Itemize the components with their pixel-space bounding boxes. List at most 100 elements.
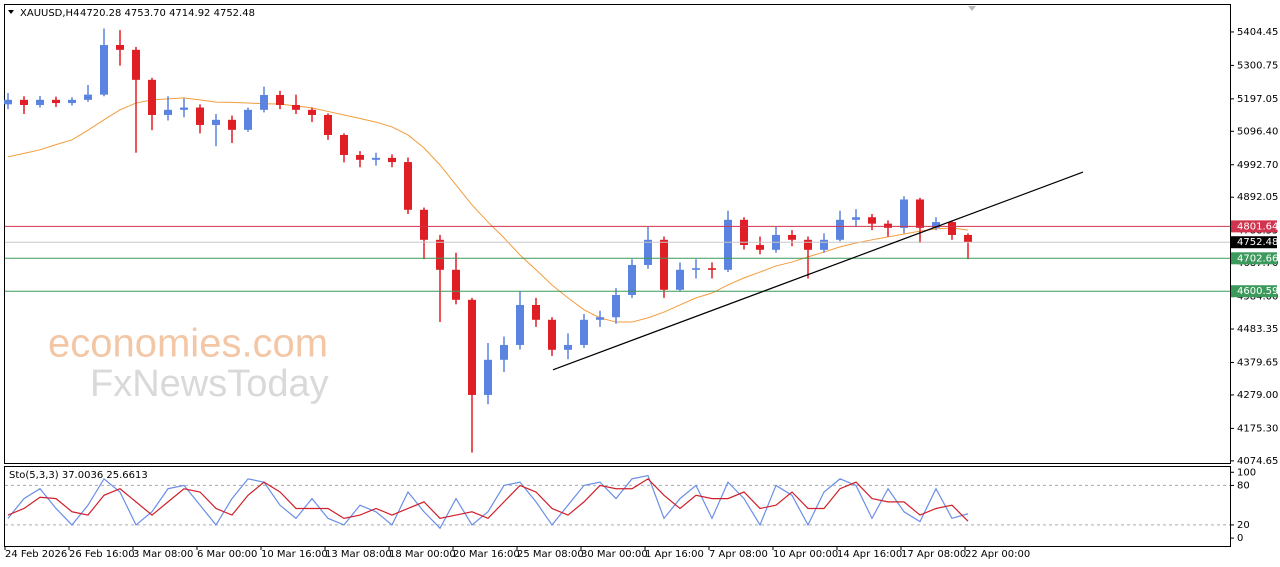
x-tick-label: 26 Feb 16:00 bbox=[69, 549, 135, 560]
x-tick-label: 17 Apr 08:00 bbox=[901, 549, 966, 560]
menu-arrow[interactable] bbox=[8, 10, 14, 14]
candle-body bbox=[676, 269, 684, 290]
x-tick-label: 20 Mar 16:00 bbox=[453, 549, 520, 560]
y-tick-label: 80 bbox=[1237, 480, 1250, 491]
candle-body bbox=[436, 239, 444, 270]
price-tag bbox=[1231, 220, 1277, 233]
candle-body bbox=[356, 154, 364, 160]
x-tick-label: 7 Apr 08:00 bbox=[709, 549, 768, 560]
plot bbox=[4, 28, 972, 453]
symbol: XAUUSD,H4 bbox=[20, 8, 79, 19]
indicator-line bbox=[7, 478, 969, 522]
y-tick-label: 4279.00 bbox=[1237, 390, 1278, 401]
price-tag-label: 4752.48 bbox=[1237, 237, 1278, 248]
y-tick-label: 4074.65 bbox=[1237, 456, 1278, 467]
y-tick-label: 4175.30 bbox=[1237, 423, 1278, 434]
y-tick-label: 4483.35 bbox=[1237, 324, 1278, 335]
candle-body bbox=[548, 319, 556, 350]
y-tick-label: 5197.05 bbox=[1237, 94, 1278, 105]
candle-body bbox=[404, 162, 412, 210]
candle-body bbox=[916, 199, 924, 228]
y-tick-label: 5096.40 bbox=[1237, 126, 1278, 137]
candle-body bbox=[804, 239, 812, 250]
x-tick-label: 3 Mar 08:00 bbox=[133, 549, 193, 560]
quote: 4720.28 4753.70 4714.92 4752.48 bbox=[80, 8, 255, 19]
candle-body bbox=[836, 219, 844, 240]
candle-body bbox=[68, 99, 76, 104]
candle-body bbox=[52, 99, 60, 104]
indicator-main-value: 37.0036 bbox=[62, 470, 103, 481]
candle-body bbox=[196, 107, 204, 125]
candle-body bbox=[84, 94, 92, 100]
indicator-line bbox=[7, 474, 969, 530]
candle-body bbox=[868, 217, 876, 224]
price-tag-label: 4801.64 bbox=[1237, 221, 1278, 232]
y-tick-label: 0 bbox=[1237, 533, 1243, 544]
shift-marker bbox=[968, 6, 976, 11]
price-tag bbox=[1231, 285, 1277, 298]
candle-body bbox=[852, 217, 860, 220]
watermark: FxNewsToday bbox=[90, 363, 329, 405]
candle-body bbox=[708, 268, 716, 270]
candle-body bbox=[628, 264, 636, 295]
x-tick-label: 30 Mar 00:00 bbox=[581, 549, 648, 560]
indicator-panel-frame bbox=[4, 466, 1231, 547]
candle-body bbox=[932, 222, 940, 228]
price-tag-label: 4600.59 bbox=[1237, 286, 1278, 297]
candle-body bbox=[516, 304, 524, 345]
y-tick-label: 4992.70 bbox=[1237, 160, 1278, 171]
candle-body bbox=[484, 359, 492, 395]
candle-body bbox=[244, 109, 252, 130]
candle-body bbox=[100, 44, 108, 95]
candle-body bbox=[964, 234, 972, 243]
main-panel-frame bbox=[4, 4, 1231, 464]
x-tick-label: 14 Apr 16:00 bbox=[837, 549, 902, 560]
price-tag bbox=[1231, 236, 1277, 249]
y-tick-label: 4892.05 bbox=[1237, 192, 1278, 203]
watermark: economies.com bbox=[48, 322, 328, 366]
candle-body bbox=[612, 294, 620, 318]
candle-body bbox=[420, 209, 428, 240]
x-tick-label: 13 Mar 08:00 bbox=[325, 549, 392, 560]
x-tick-label: 25 Mar 08:00 bbox=[517, 549, 584, 560]
candle-body bbox=[532, 304, 540, 320]
candle-body bbox=[820, 239, 828, 250]
indicator-signal-value: 25.6613 bbox=[106, 470, 147, 481]
y-tick-label: 100 bbox=[1237, 467, 1256, 478]
candle-body bbox=[452, 269, 460, 300]
x-tick-label: 10 Mar 16:00 bbox=[261, 549, 328, 560]
candle-body bbox=[740, 219, 748, 245]
moving-average bbox=[7, 97, 969, 323]
candle-body bbox=[580, 319, 588, 345]
candle-body bbox=[148, 79, 156, 115]
candle-body bbox=[36, 99, 44, 105]
candle-body bbox=[372, 157, 380, 160]
candle-body bbox=[212, 119, 220, 125]
x-tick-label: 1 Apr 16:00 bbox=[645, 549, 704, 560]
candle-body bbox=[164, 109, 172, 115]
indicator-name: Sto(5,3,3) bbox=[9, 470, 59, 481]
candle-body bbox=[948, 222, 956, 235]
candle-body bbox=[388, 157, 396, 163]
candle-body bbox=[340, 134, 348, 155]
y-tick-label: 5300.75 bbox=[1237, 60, 1278, 71]
x-tick-label: 6 Mar 00:00 bbox=[197, 549, 257, 560]
price-tag-label: 4702.66 bbox=[1237, 253, 1278, 264]
price-tag bbox=[1231, 252, 1277, 265]
candle-body bbox=[4, 99, 12, 105]
candle-body bbox=[292, 104, 300, 110]
candle-body bbox=[500, 344, 508, 360]
candle-body bbox=[132, 49, 140, 80]
x-tick-label: 22 Apr 00:00 bbox=[965, 549, 1030, 560]
y-tick-label: 20 bbox=[1237, 520, 1250, 531]
candle-body bbox=[180, 107, 188, 110]
candle-body bbox=[724, 219, 732, 270]
candle-body bbox=[788, 234, 796, 240]
candle-body bbox=[20, 99, 28, 105]
candle-body bbox=[644, 239, 652, 265]
candle-body bbox=[116, 44, 124, 50]
candle-body bbox=[884, 223, 892, 228]
x-tick-label: 18 Mar 00:00 bbox=[389, 549, 456, 560]
x-tick-label: 10 Apr 00:00 bbox=[773, 549, 838, 560]
